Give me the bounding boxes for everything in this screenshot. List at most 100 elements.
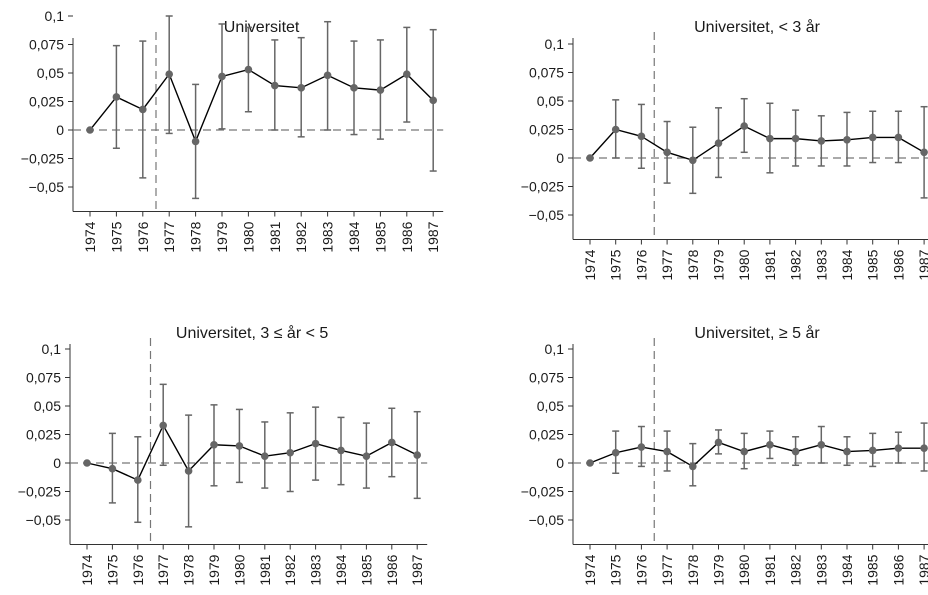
y-tick-label: 0,05 xyxy=(537,93,564,109)
y-tick-label: −0,025 xyxy=(521,179,564,195)
x-tick-label: 1976 xyxy=(130,554,146,585)
x-tick-label: 1981 xyxy=(762,249,778,280)
data-point-1982 xyxy=(286,448,295,457)
x-tick-label: 1981 xyxy=(267,221,283,252)
data-point-1984 xyxy=(843,135,851,144)
x-tick-label: 1986 xyxy=(399,221,415,252)
panel-title: Universitet xyxy=(224,19,300,36)
data-point-1980 xyxy=(740,122,748,130)
x-tick-label: 1979 xyxy=(711,249,727,280)
data-point-1976 xyxy=(134,476,142,484)
x-tick-label: 1983 xyxy=(308,554,324,585)
x-tick-label: 1977 xyxy=(659,554,675,585)
x-tick-label: 1980 xyxy=(736,554,752,585)
data-point-1978 xyxy=(191,137,200,146)
panel-1: Universitet 0,1 0,075 0,05 0,025 0 −0,025 −0,05… xyxy=(21,8,444,253)
y-tick-label: −0,025 xyxy=(521,484,564,500)
x-tick-label: 1976 xyxy=(135,221,151,252)
y-tick-label: 0,025 xyxy=(529,427,564,443)
y-tick-label: −0,025 xyxy=(18,484,61,500)
data-point-1985 xyxy=(868,133,877,142)
data-point-1976 xyxy=(139,105,147,114)
series-line xyxy=(86,423,418,482)
series-line xyxy=(589,441,925,468)
series-line xyxy=(89,68,434,144)
data-point-1975 xyxy=(108,464,117,473)
data-point-1979 xyxy=(210,440,218,449)
x-tick-label: 1981 xyxy=(257,554,273,585)
x-tick-label: 1974 xyxy=(582,249,598,280)
x-tick-label: 1977 xyxy=(155,554,171,585)
data-point-1974 xyxy=(586,154,594,162)
data-point-1977 xyxy=(663,148,671,157)
y-tick-label: −0,05 xyxy=(29,179,65,195)
y-tick-label: 0,075 xyxy=(529,65,564,81)
data-point-1980 xyxy=(740,447,748,456)
data-point-1976 xyxy=(637,132,646,141)
x-tick-label: 1982 xyxy=(788,554,804,585)
x-tick-label: 1979 xyxy=(711,554,727,585)
x-tick-label: 1980 xyxy=(240,221,256,252)
x-tick-label: 1977 xyxy=(161,221,177,252)
y-tick-label: 0 xyxy=(53,455,61,471)
y-tick-label: 0,025 xyxy=(26,427,61,443)
x-tick-label: 1986 xyxy=(384,554,400,585)
data-point-1975 xyxy=(611,125,620,134)
x-tick-label: 1976 xyxy=(633,249,649,280)
x-tick-label: 1982 xyxy=(293,221,309,252)
x-tick-label: 1983 xyxy=(813,554,829,585)
y-tick-label: 0,05 xyxy=(34,398,61,414)
y-tick-label: 0,025 xyxy=(529,122,564,138)
data-point-1978 xyxy=(689,156,697,165)
data-point-1986 xyxy=(894,133,903,142)
data-point-1985 xyxy=(376,86,385,94)
data-point-1976 xyxy=(637,443,646,451)
data-point-1986 xyxy=(403,70,411,78)
data-point-1987 xyxy=(920,148,928,157)
y-tick-label: 0,05 xyxy=(37,65,64,81)
y-tick-label: −0,05 xyxy=(26,512,62,528)
x-tick-label: 1974 xyxy=(79,554,95,585)
x-tick-label: 1987 xyxy=(916,554,928,585)
x-tick-label: 1976 xyxy=(633,554,649,585)
y-tick-label: 0,1 xyxy=(545,341,565,357)
x-tick-label: 1982 xyxy=(282,554,298,585)
data-point-1985 xyxy=(868,446,877,455)
data-point-1987 xyxy=(429,96,438,105)
data-point-1981 xyxy=(766,440,774,449)
data-point-1977 xyxy=(159,421,167,430)
x-tick-label: 1979 xyxy=(206,554,222,585)
data-point-1983 xyxy=(311,439,320,448)
y-tick-label: 0 xyxy=(556,455,564,471)
y-tick-label: 0 xyxy=(56,122,64,138)
data-point-1980 xyxy=(235,442,244,450)
data-point-1974 xyxy=(586,459,594,467)
panel-title: Universitet, < 3 år xyxy=(694,18,821,36)
y-tick-label: 0,05 xyxy=(537,398,564,414)
data-point-1987 xyxy=(920,444,928,452)
data-point-1982 xyxy=(791,134,800,143)
data-point-1974 xyxy=(86,126,94,134)
x-tick-label: 1984 xyxy=(839,249,855,280)
panel-3: Universitet, 3 ≤ år < 5 0,1 0,075 0,05 0,025… xyxy=(18,324,428,586)
x-tick-label: 1984 xyxy=(333,554,349,585)
x-tick-label: 1980 xyxy=(231,554,247,585)
data-point-1986 xyxy=(388,438,396,447)
series-line xyxy=(589,125,925,162)
y-tick-label: −0,05 xyxy=(529,207,565,223)
data-point-1981 xyxy=(271,81,279,90)
y-tick-label: 0,1 xyxy=(42,341,62,357)
data-point-1986 xyxy=(894,444,903,452)
data-point-1975 xyxy=(611,448,620,457)
y-tick-label: 0,1 xyxy=(545,36,565,52)
panel-title: Universitet, ≥ 5 år xyxy=(694,324,820,342)
x-tick-label: 1983 xyxy=(813,249,829,280)
data-point-1979 xyxy=(714,139,723,147)
x-tick-label: 1987 xyxy=(409,554,425,585)
x-tick-label: 1978 xyxy=(181,554,197,585)
data-point-1974 xyxy=(83,459,91,467)
data-point-1979 xyxy=(714,438,723,447)
x-tick-label: 1981 xyxy=(762,554,778,585)
y-tick-label: −0,05 xyxy=(529,512,565,528)
